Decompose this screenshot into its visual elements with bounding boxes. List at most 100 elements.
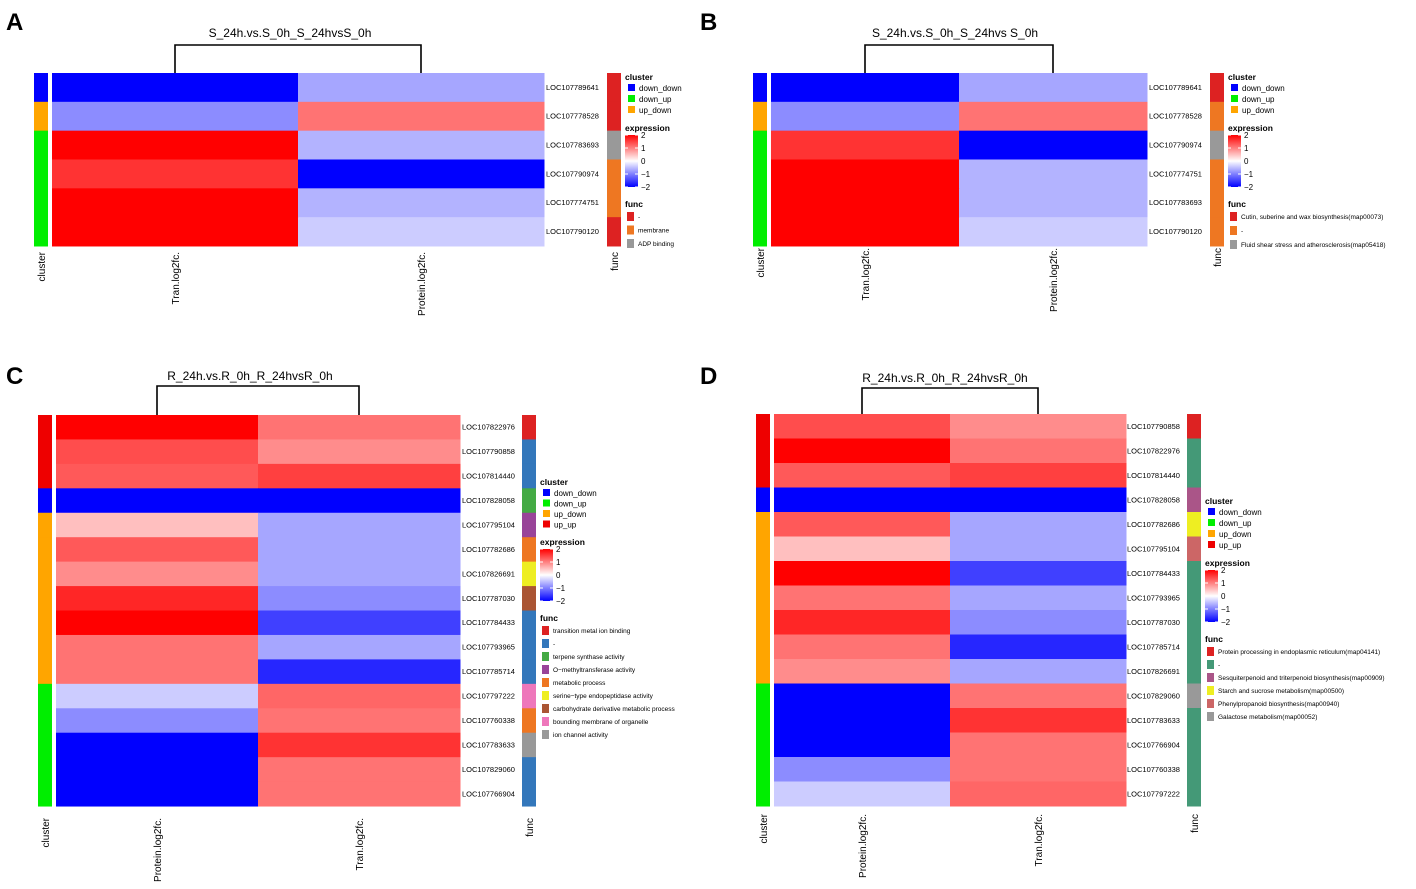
cluster-legend-label: down_down [1219, 508, 1262, 517]
dendrogram [156, 385, 360, 415]
heatmap-cell [774, 414, 951, 439]
cluster-legend-title: cluster [1228, 72, 1257, 82]
func-legend-label: transition metal ion binding [553, 628, 631, 635]
func-annotation-cell [607, 217, 621, 247]
cluster-annotation-cell [753, 73, 767, 103]
func-track-label: func [525, 818, 536, 837]
heatmap-cell [258, 537, 461, 563]
heatmap-cell [950, 487, 1127, 513]
cluster-legend-label: up_down [554, 510, 586, 519]
expression-tick-label: 1 [1244, 144, 1249, 153]
cluster-annotation-cell [34, 101, 48, 132]
func-annotation-cell [1187, 585, 1201, 611]
func-legend-label: Sesquiterpenoid and triterpenoid biosynt… [1218, 675, 1385, 682]
cluster-legend-swatch [543, 499, 550, 507]
cluster-annotation-cell [38, 512, 52, 538]
func-annotation-cell [607, 73, 621, 103]
cluster-annotation-cell [38, 586, 52, 612]
func-legend-label: membrane [638, 228, 669, 235]
heatmap-cell [774, 732, 951, 758]
row-label: LOC107797222 [1127, 789, 1180, 798]
row-label: LOC107782686 [1127, 520, 1180, 529]
cluster-legend-label: up_up [554, 521, 577, 530]
func-legend-label: - [1241, 228, 1243, 235]
func-annotation-cell [522, 757, 536, 783]
cluster-annotation-cell [38, 683, 52, 709]
cluster-legend-label: up_down [1242, 106, 1274, 115]
func-annotation-cell [1187, 463, 1201, 488]
expression-tick-label: −2 [556, 597, 566, 606]
cluster-legend-swatch [628, 106, 635, 113]
heatmap-cell [56, 634, 259, 660]
heatmap-cell [771, 73, 960, 103]
row-label: LOC107783693 [546, 141, 599, 150]
func-legend-label: metabolic process [553, 680, 606, 687]
func-legend-label: Galactose metabolism(map00052) [1218, 714, 1317, 721]
heatmap-panel-b: S_24h.vs.S_0h_S_24hvs S_0h LOC107789641 LO… [753, 26, 1386, 312]
func-legend-label: Phenylpropanoid biosynthesis(map00940) [1218, 701, 1339, 708]
cluster-annotation-cell [756, 463, 770, 488]
heatmap-cell [52, 73, 299, 103]
cluster-annotation-cell [34, 159, 48, 189]
heatmap-cell [959, 101, 1148, 132]
expression-tick-label: 2 [641, 131, 646, 140]
heatmap-cell [959, 188, 1148, 218]
cluster-legend-swatch [628, 95, 635, 102]
func-annotation-cell [1210, 217, 1224, 247]
row-label: LOC107790120 [1149, 227, 1202, 236]
expression-tick-label: −1 [556, 584, 566, 593]
cluster-track-label: cluster [37, 251, 48, 281]
func-legend-label: ion channel activity [553, 732, 609, 739]
expression-tick-label: −1 [641, 170, 651, 179]
func-legend-swatch [542, 704, 549, 713]
func-annotation-cell [1187, 634, 1201, 660]
heatmap-cell [258, 439, 461, 465]
heatmap-cell [771, 101, 960, 132]
heatmap-cell [771, 217, 960, 247]
row-label: LOC107787030 [1127, 618, 1180, 627]
column-label: Protein.log2fc. [858, 814, 869, 878]
heatmap-cell [298, 130, 545, 160]
column-label: Tran.log2fc. [171, 252, 182, 304]
heatmap-cell [950, 610, 1127, 635]
panel-letter-a: A [6, 9, 23, 36]
func-legend-swatch [542, 717, 549, 726]
expression-tick-label: −2 [1244, 183, 1254, 192]
row-label: LOC107828058 [462, 496, 515, 505]
heatmap-cell [56, 757, 259, 783]
chart-title: S_24h.vs.S_0h_S_24hvsS_0h [209, 26, 372, 40]
cluster-legend-swatch [1208, 541, 1215, 548]
heatmap-cell [56, 561, 259, 587]
expression-tick-label: 1 [641, 144, 646, 153]
heatmap-cell [950, 414, 1127, 439]
cluster-track-label: cluster [759, 813, 770, 843]
heatmap-cell [52, 188, 299, 218]
expression-legend-title: expression [1205, 558, 1250, 568]
func-legend-title: func [540, 613, 558, 623]
heatmap-cell [950, 781, 1127, 807]
expression-tick-label: −1 [1221, 605, 1231, 614]
func-annotation-cell [1187, 757, 1201, 782]
expression-legend-title: expression [540, 537, 585, 547]
func-annotation-cell [1210, 130, 1224, 160]
func-legend-label: - [553, 641, 555, 648]
heatmap-cell [56, 781, 259, 807]
cluster-annotation-cell [38, 757, 52, 783]
row-label: LOC107789641 [546, 83, 599, 92]
heatmap-cell [950, 585, 1127, 611]
func-track-label: func [1190, 814, 1201, 833]
heatmap-cell [258, 586, 461, 612]
func-annotation-cell [522, 634, 536, 660]
cluster-annotation-cell [38, 781, 52, 807]
row-label: LOC107795104 [1127, 544, 1180, 553]
cluster-annotation-cell [753, 101, 767, 132]
func-legend-label: serine−type endopeptidase activity [553, 693, 654, 700]
heatmap-cell [950, 561, 1127, 586]
cluster-annotation-cell [756, 732, 770, 758]
func-annotation-cell [1187, 512, 1201, 537]
cluster-annotation-cell [34, 217, 48, 247]
expression-legend-title: expression [1228, 123, 1273, 133]
heatmap-cell [774, 683, 951, 709]
row-label: LOC107785714 [1127, 642, 1180, 651]
heatmap-cell [771, 130, 960, 160]
